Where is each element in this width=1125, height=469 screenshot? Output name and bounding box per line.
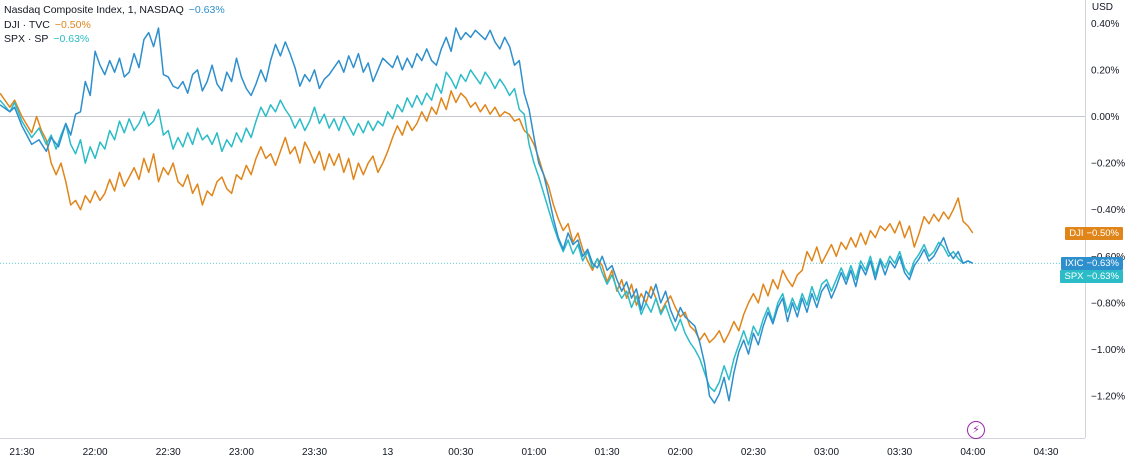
x-tick-label: 22:30: [156, 447, 181, 458]
x-tick-label: 01:00: [521, 447, 546, 458]
price-badge-ixic: IXIC −0.63%: [1061, 257, 1123, 271]
y-tick-label: −1.20%: [1091, 392, 1125, 403]
y-tick-label: 0.00%: [1091, 112, 1119, 123]
x-tick-label: 23:30: [302, 447, 327, 458]
legend-name: SPX · SP: [4, 33, 49, 45]
x-tick-label: 23:00: [229, 447, 254, 458]
x-tick-label: 02:30: [741, 447, 766, 458]
badge-value: −0.50%: [1086, 228, 1120, 239]
y-tick-label: 0.40%: [1091, 19, 1119, 30]
price-badge-spx: SPX −0.63%: [1060, 270, 1123, 284]
y-tick-label: −0.80%: [1091, 298, 1125, 309]
x-tick-label: 03:30: [887, 447, 912, 458]
series-line-dji[interactable]: [0, 90, 974, 344]
badge-symbol: DJI: [1069, 228, 1084, 239]
legend-name: Nasdaq Composite Index, 1, NASDAQ: [4, 4, 184, 16]
y-tick-label: −0.20%: [1091, 159, 1125, 170]
x-tick-label: 02:00: [668, 447, 693, 458]
y-tick-label: −0.60%: [1091, 252, 1125, 263]
legend-name: DJI · TVC: [4, 18, 50, 31]
y-tick-label: −1.00%: [1091, 345, 1125, 356]
legend-row-spx[interactable]: SPX · SP −0.63%: [4, 32, 225, 47]
badge-symbol: SPX: [1064, 271, 1084, 283]
x-tick-label: 00:30: [448, 447, 473, 458]
x-tick-label: 04:30: [1033, 447, 1058, 458]
y-tick-label: −0.40%: [1091, 205, 1125, 216]
badge-value: −0.63%: [1086, 258, 1120, 270]
badge-symbol: IXIC: [1065, 258, 1084, 270]
legend-row-dji[interactable]: DJI · TVC −0.50%: [4, 18, 225, 33]
series-line-nasdaq-composite-index[interactable]: [0, 27, 974, 404]
series-line-spx[interactable]: [0, 69, 974, 393]
badge-value: −0.63%: [1086, 271, 1120, 283]
x-tick-label: 01:30: [595, 447, 620, 458]
x-tick-label: 03:00: [814, 447, 839, 458]
legend-value: −0.63%: [188, 4, 225, 16]
price-badge-dji: DJI −0.50%: [1065, 227, 1123, 240]
lightning-icon[interactable]: ⚡: [967, 421, 985, 439]
x-tick-label: 21:30: [9, 447, 34, 458]
x-tick-label: 13: [382, 447, 394, 458]
legend-value: −0.50%: [54, 18, 91, 31]
x-tick-label: 04:00: [960, 447, 985, 458]
legend: Nasdaq Composite Index, 1, NASDAQ −0.63% …: [4, 3, 225, 47]
y-tick-label: 0.20%: [1091, 65, 1119, 76]
legend-row-ixic[interactable]: Nasdaq Composite Index, 1, NASDAQ −0.63%: [4, 3, 225, 18]
x-tick-label: 22:00: [83, 447, 108, 458]
currency-label[interactable]: USD: [1091, 2, 1113, 13]
legend-value: −0.63%: [53, 33, 90, 45]
